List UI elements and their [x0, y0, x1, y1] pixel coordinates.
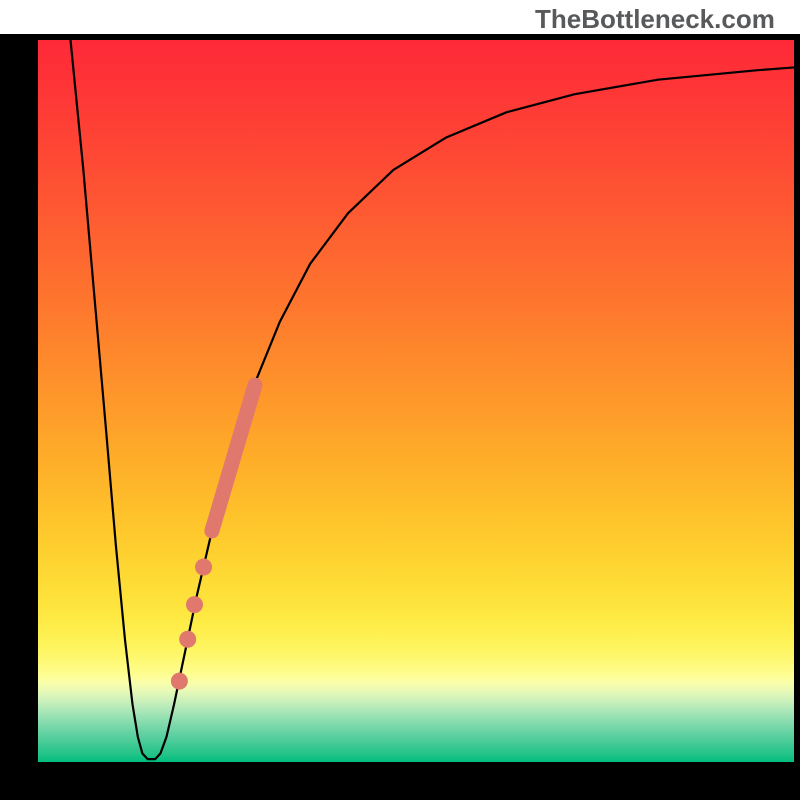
- chart-canvas: TheBottleneck.com: [0, 0, 800, 800]
- accent-dot: [186, 596, 203, 613]
- gradient-background: [38, 40, 794, 762]
- frame-top: [0, 34, 800, 40]
- watermark-text: TheBottleneck.com: [535, 4, 775, 35]
- accent-dot: [171, 673, 188, 690]
- plot-surface: [38, 40, 794, 762]
- frame-right: [794, 34, 800, 800]
- accent-dot: [195, 559, 212, 576]
- frame-bottom: [0, 762, 800, 800]
- accent-dot: [179, 631, 196, 648]
- frame-left: [0, 34, 38, 800]
